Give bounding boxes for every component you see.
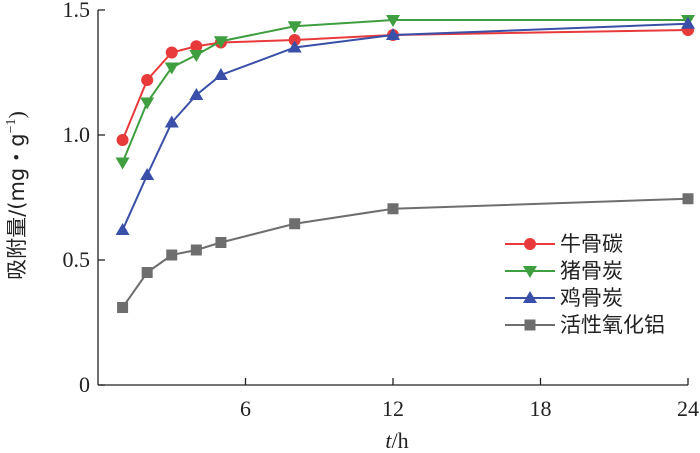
data-point <box>287 40 302 53</box>
data-point <box>387 203 399 215</box>
data-point <box>681 16 695 29</box>
data-point <box>164 115 179 128</box>
series-2 <box>115 16 695 235</box>
series-line <box>121 19 688 163</box>
data-point <box>140 168 155 180</box>
series-line <box>121 29 689 141</box>
x-tick-label: 18 <box>530 396 552 421</box>
y-tick-label: 1.0 <box>63 122 91 147</box>
data-point <box>289 218 301 230</box>
legend-label: 鸡骨炭 <box>560 286 623 310</box>
x-axis-label-italic: t <box>385 428 392 453</box>
data-point <box>213 36 228 49</box>
data-point <box>189 50 204 62</box>
legend-label: 活性氧化铝 <box>560 313 665 337</box>
data-point <box>166 249 178 261</box>
data-point <box>386 28 400 40</box>
data-point <box>164 62 179 75</box>
data-point <box>115 223 130 235</box>
legend-marker <box>523 291 537 303</box>
legend-label: 猪骨炭 <box>560 259 623 283</box>
x-axis-label: t/h <box>385 428 408 453</box>
data-point <box>117 302 129 313</box>
legend-marker <box>523 266 537 278</box>
data-point <box>288 34 301 46</box>
legend-label: 牛骨碳 <box>560 232 623 256</box>
y-tick-label: 0 <box>79 372 90 397</box>
y-tick-label: 0.5 <box>63 247 91 272</box>
series-line <box>121 22 689 231</box>
data-point <box>213 68 228 80</box>
axes: 0 0.5 1.0 1.5 6 12 18 24 <box>63 0 700 421</box>
data-point <box>115 157 130 170</box>
y-axis-label-superscript: −1 <box>4 119 19 134</box>
x-axis-label-unit: /h <box>392 428 409 453</box>
data-point <box>165 46 178 59</box>
data-point <box>190 40 203 53</box>
x-tick-label: 12 <box>382 396 404 421</box>
data-point <box>116 134 129 146</box>
data-point <box>141 267 153 278</box>
series-3 <box>117 193 694 313</box>
data-point <box>189 88 204 100</box>
series-0 <box>116 24 694 146</box>
legend-marker <box>524 238 536 250</box>
y-axis-label-end: ) <box>4 111 29 118</box>
data-point <box>141 74 154 86</box>
data-point <box>190 244 202 256</box>
series-layer <box>115 15 695 313</box>
data-point <box>386 15 400 27</box>
data-point <box>140 97 155 110</box>
legend-marker <box>524 319 536 331</box>
y-axis-label-main: 吸附量/(mg・g <box>5 133 29 279</box>
x-tick-label: 24 <box>677 396 699 421</box>
series-1 <box>115 15 695 170</box>
x-tick-label: 6 <box>240 396 251 421</box>
data-point <box>215 237 227 248</box>
y-tick-label: 1.5 <box>63 0 91 22</box>
data-point <box>682 193 694 205</box>
y-axis-label: 吸附量/(mg・g−1) <box>4 111 29 280</box>
data-point <box>287 21 302 34</box>
